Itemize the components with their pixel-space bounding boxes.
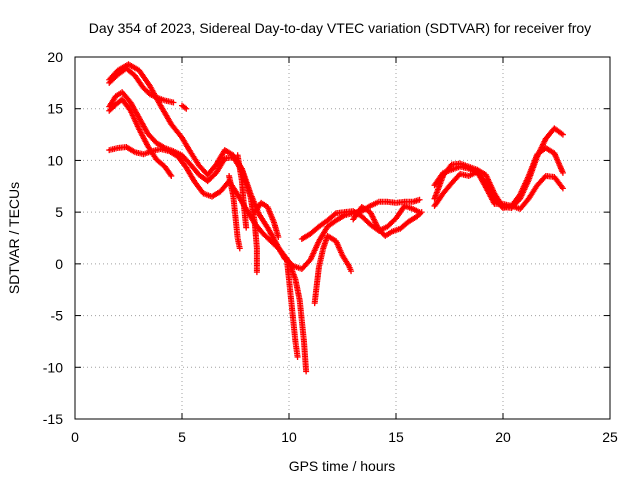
tick-labels: 0 5 10 15 20 25 -15 -10 -5 0 5 10 15 20 <box>43 49 618 445</box>
plot-frame <box>74 56 611 420</box>
series-track-k <box>311 232 355 307</box>
data-point <box>243 224 250 231</box>
data-point <box>541 174 548 181</box>
x-tick-label: 10 <box>281 429 297 445</box>
series-track-m <box>350 203 425 239</box>
x-axis-label: GPS time / hours <box>289 458 396 474</box>
series-track-p <box>431 168 566 213</box>
series-track-h <box>226 172 243 252</box>
y-tick-label: -10 <box>43 359 63 375</box>
data-point <box>559 169 566 176</box>
y-tick-label: 15 <box>47 101 63 117</box>
x-tick-label: 5 <box>178 429 186 445</box>
data-point <box>168 172 175 179</box>
data-point <box>183 105 190 112</box>
series-track-b <box>106 65 177 106</box>
y-axis-label: SDTVAR / TECUs <box>6 182 22 294</box>
data-point <box>559 185 566 192</box>
series-track-i <box>234 152 250 231</box>
y-tick-label: 10 <box>47 152 63 168</box>
data-point <box>253 269 260 276</box>
data-point <box>170 99 177 106</box>
data-point <box>303 368 310 375</box>
x-tick-label: 20 <box>495 429 511 445</box>
data-point <box>416 196 423 203</box>
chart-title: Day 354 of 2023, Sidereal Day-to-day VTE… <box>89 20 591 36</box>
y-tick-label: 20 <box>47 49 63 65</box>
y-tick-label: 5 <box>55 204 63 220</box>
data-point <box>418 209 425 216</box>
data-point <box>236 245 243 252</box>
data-marks <box>106 61 566 375</box>
axis-ticks <box>74 56 611 420</box>
x-tick-label: 15 <box>388 429 404 445</box>
series-track-o <box>431 145 566 212</box>
y-tick-label: -5 <box>51 308 64 324</box>
y-tick-label: -15 <box>43 411 63 427</box>
data-point <box>559 131 566 138</box>
data-point <box>167 171 174 178</box>
data-point <box>275 233 282 240</box>
series-track-c <box>179 102 190 112</box>
grid-lines <box>75 57 610 419</box>
x-tick-label: 0 <box>71 429 79 445</box>
x-tick-label: 25 <box>602 429 618 445</box>
data-point <box>331 211 338 218</box>
data-point <box>348 268 355 275</box>
y-tick-label: 0 <box>55 256 63 272</box>
data-point <box>294 353 301 360</box>
series-track-j <box>251 199 282 240</box>
series-track-g <box>277 248 301 360</box>
